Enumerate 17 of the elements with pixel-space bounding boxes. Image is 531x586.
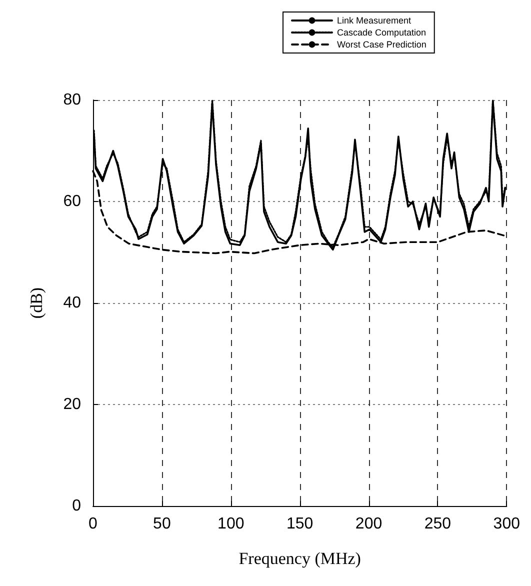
y-tick-label: 80: [63, 92, 82, 108]
x-tick-label: 100: [218, 516, 244, 532]
y-axis-title: (dB): [27, 287, 46, 319]
y-tick-label: 20: [63, 396, 82, 413]
y-tick-label: 40: [63, 294, 82, 312]
x-tick-label: 250: [424, 516, 452, 532]
x-tick-label: 200: [355, 516, 382, 532]
x-tick-label: 0: [88, 516, 98, 532]
x-axis-title: Frequency (MHz): [238, 549, 361, 568]
legend-label: Cascade Computation: [337, 28, 426, 38]
legend-label: Link Measurement: [337, 16, 412, 26]
y-tick-label: 60: [63, 193, 82, 210]
y-tick-label: 0: [72, 498, 82, 514]
legend-label: Worst Case Prediction: [337, 40, 426, 50]
x-tick-label: 300: [493, 516, 520, 532]
x-tick-label: 50: [153, 516, 171, 532]
x-tick-label: 150: [286, 516, 314, 532]
